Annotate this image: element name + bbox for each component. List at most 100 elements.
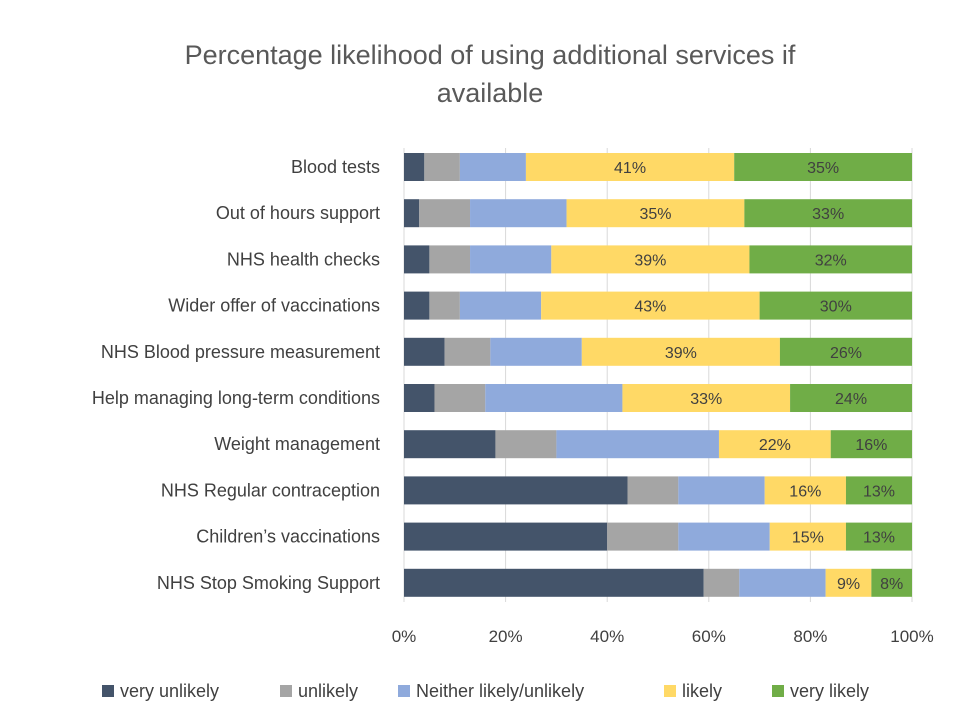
x-tick-label: 80% — [793, 627, 827, 646]
data-label: 15% — [792, 530, 824, 547]
bar-segment-neither-likely-unlikely — [485, 384, 623, 412]
bar-segment-very-likely — [830, 430, 912, 459]
data-label: 13% — [863, 530, 895, 547]
bar-segment-likely — [764, 476, 846, 505]
bar-segment-unlikely — [703, 568, 740, 597]
data-label: 35% — [639, 206, 671, 223]
bar-segment-very-unlikely — [404, 476, 628, 505]
bars: 41% 35% 35% 33% 39% 32% 43% 30% 39% 26% 33% 24% 22% 1… — [404, 153, 912, 597]
data-label: 39% — [665, 345, 697, 362]
bar-segment-likely — [551, 245, 750, 274]
bar-segment-likely — [622, 384, 791, 412]
legend-swatch — [772, 685, 784, 697]
bar-segment-very-unlikely — [404, 430, 496, 459]
bar-row: 9% 8% — [404, 568, 912, 597]
bar-segment-neither-likely-unlikely — [739, 568, 826, 597]
bar-segment-neither-likely-unlikely — [459, 291, 542, 320]
bar-row: 15% 13% — [404, 522, 912, 551]
legend-item: very unlikely — [102, 681, 219, 701]
bar-segment-likely — [769, 522, 846, 551]
bar-segment-unlikely — [607, 522, 679, 551]
legend-label: Neither likely/unlikely — [416, 681, 584, 701]
bar-row: 16% 13% — [404, 476, 912, 505]
data-label: 32% — [815, 252, 847, 269]
category-label: NHS Blood pressure measurement — [101, 342, 380, 362]
x-tick-label: 20% — [489, 627, 523, 646]
bar-segment-neither-likely-unlikely — [678, 522, 770, 551]
bar-segment-likely — [718, 430, 831, 459]
data-label: 35% — [807, 160, 839, 177]
bar-segment-likely — [541, 291, 760, 320]
bar-segment-unlikely — [419, 199, 471, 228]
legend-label: likely — [682, 681, 722, 701]
bar-segment-very-likely — [749, 245, 912, 274]
bar-segment-likely — [825, 568, 872, 597]
bar-segment-neither-likely-unlikely — [490, 337, 582, 366]
legend-swatch — [280, 685, 292, 697]
bar-segment-neither-likely-unlikely — [556, 430, 719, 459]
bar-segment-very-likely — [734, 153, 912, 181]
data-label: 43% — [634, 299, 666, 316]
data-label: 33% — [690, 391, 722, 408]
chart-title-line-1: Percentage likelihood of using additiona… — [185, 40, 796, 70]
category-label: NHS health checks — [227, 249, 380, 269]
bar-row: 22% 16% — [404, 430, 912, 459]
x-tick-label: 0% — [392, 627, 417, 646]
category-label: Wider offer of vaccinations — [168, 296, 380, 316]
legend-label: unlikely — [298, 681, 358, 701]
legend: very unlikely unlikely Neither likely/unli… — [102, 681, 869, 701]
legend-swatch — [102, 685, 114, 697]
category-labels: Blood tests Out of hours support NHS healt… — [92, 157, 380, 593]
bar-segment-very-unlikely — [404, 384, 435, 412]
legend-item: unlikely — [280, 681, 358, 701]
bar-segment-likely — [581, 337, 780, 366]
bar-segment-unlikely — [424, 153, 460, 181]
bar-segment-neither-likely-unlikely — [678, 476, 765, 505]
bar-segment-very-unlikely — [404, 291, 430, 320]
bar-row: 41% 35% — [404, 153, 912, 181]
data-label: 16% — [855, 437, 887, 454]
category-label: Out of hours support — [216, 203, 380, 223]
bar-segment-very-unlikely — [404, 245, 430, 274]
chart-title-line-2: available — [437, 78, 544, 108]
bar-row: 43% 30% — [404, 291, 912, 320]
category-label: NHS Stop Smoking Support — [157, 573, 380, 593]
data-label: 41% — [614, 160, 646, 177]
data-label: 26% — [830, 345, 862, 362]
bar-segment-very-likely — [759, 291, 912, 320]
bar-row: 33% 24% — [404, 384, 912, 412]
category-label: Blood tests — [291, 157, 380, 177]
data-label: 9% — [837, 576, 860, 593]
bar-segment-likely — [566, 199, 745, 228]
x-tick-label: 100% — [890, 627, 933, 646]
bar-segment-neither-likely-unlikely — [470, 199, 567, 228]
bar-segment-unlikely — [429, 245, 471, 274]
data-label: 30% — [820, 299, 852, 316]
bar-segment-very-unlikely — [404, 153, 425, 181]
bar-segment-very-likely — [871, 568, 912, 597]
legend-label: very likely — [790, 681, 869, 701]
legend-swatch — [664, 685, 676, 697]
bar-segment-very-unlikely — [404, 522, 608, 551]
bar-segment-likely — [525, 153, 735, 181]
category-label: NHS Regular contraception — [161, 480, 380, 500]
bar-segment-unlikely — [495, 430, 557, 459]
data-label: 22% — [759, 437, 791, 454]
data-label: 24% — [835, 391, 867, 408]
bar-segment-unlikely — [434, 384, 486, 412]
category-label: Children’s vaccinations — [196, 527, 380, 547]
x-tick-label: 60% — [692, 627, 726, 646]
bar-row: 39% 32% — [404, 245, 912, 274]
legend-item: likely — [664, 681, 722, 701]
bar-segment-very-likely — [744, 199, 912, 228]
bar-segment-very-unlikely — [404, 337, 445, 366]
data-label: 33% — [812, 206, 844, 223]
data-label: 16% — [789, 483, 821, 500]
bar-segment-very-unlikely — [404, 199, 420, 228]
x-tick-label: 40% — [590, 627, 624, 646]
bar-segment-unlikely — [444, 337, 491, 366]
category-label: Weight management — [214, 434, 380, 454]
legend-swatch — [398, 685, 410, 697]
